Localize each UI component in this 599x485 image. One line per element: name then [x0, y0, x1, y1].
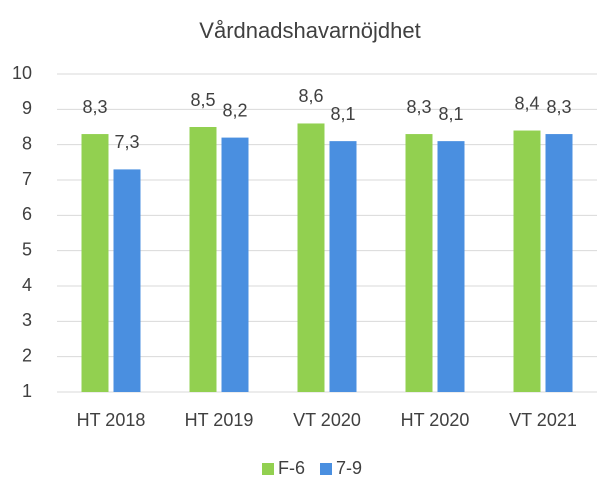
y-tick-label: 9: [22, 98, 32, 118]
y-tick-label: 1: [22, 381, 32, 401]
bar: [113, 169, 141, 392]
y-tick-label: 5: [22, 239, 32, 259]
data-label: 8,3: [546, 97, 571, 117]
data-label: 7,3: [114, 132, 139, 152]
chart-title: Vårdnadshavarnöjdhet: [199, 18, 420, 43]
y-tick-label: 7: [22, 169, 32, 189]
legend-label: 7-9: [336, 458, 362, 478]
legend-swatch: [262, 463, 274, 475]
legend-label: F-6: [278, 458, 305, 478]
data-label: 8,5: [190, 90, 215, 110]
bar: [545, 134, 573, 393]
y-tick-label: 3: [22, 310, 32, 330]
legend-swatch: [320, 463, 332, 475]
y-tick-label: 2: [22, 345, 32, 365]
x-tick-label: VT 2021: [509, 410, 577, 430]
x-tick-label: VT 2020: [293, 410, 361, 430]
bar: [329, 141, 357, 392]
y-tick-label: 6: [22, 204, 32, 224]
bar: [405, 134, 433, 393]
bar: [297, 123, 325, 392]
x-tick-label: HT 2019: [185, 410, 254, 430]
data-label: 8,3: [406, 97, 431, 117]
bar: [513, 130, 541, 393]
x-tick-label: HT 2018: [77, 410, 146, 430]
bar: [221, 137, 249, 392]
bar: [81, 134, 109, 393]
data-label: 8,2: [222, 100, 247, 120]
data-label: 8,1: [330, 104, 355, 124]
data-label: 8,3: [82, 97, 107, 117]
data-label: 8,1: [438, 104, 463, 124]
bar: [189, 127, 217, 392]
data-label: 8,6: [298, 86, 323, 106]
data-label: 8,4: [514, 93, 539, 113]
y-tick-label: 4: [22, 275, 32, 295]
x-tick-label: HT 2020: [401, 410, 470, 430]
bar: [437, 141, 465, 392]
y-tick-label: 10: [12, 63, 32, 83]
y-tick-label: 8: [22, 133, 32, 153]
